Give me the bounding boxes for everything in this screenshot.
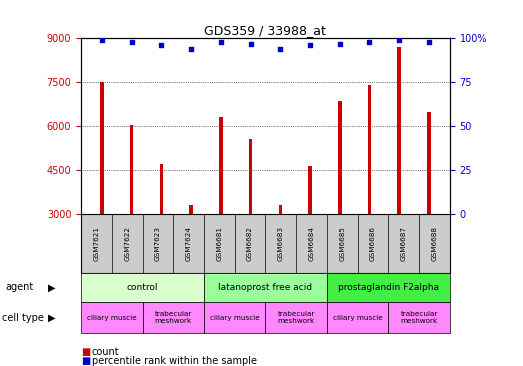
Text: GSM6688: GSM6688 — [431, 226, 437, 261]
Text: GSM6681: GSM6681 — [217, 226, 222, 261]
Text: count: count — [92, 347, 119, 357]
Text: ■: ■ — [81, 347, 90, 357]
Text: prostaglandin F2alpha: prostaglandin F2alpha — [338, 283, 439, 292]
Bar — [130, 125, 133, 214]
Text: GSM6686: GSM6686 — [370, 226, 376, 261]
Title: GDS359 / 33988_at: GDS359 / 33988_at — [204, 24, 326, 37]
Text: GSM6687: GSM6687 — [401, 226, 407, 261]
Text: ciliary muscle: ciliary muscle — [210, 314, 259, 321]
Text: percentile rank within the sample: percentile rank within the sample — [92, 356, 256, 366]
Point — [187, 46, 195, 52]
Point — [425, 39, 433, 45]
Bar — [249, 139, 252, 214]
Point — [128, 39, 136, 45]
Text: ■: ■ — [81, 356, 90, 366]
Point — [276, 46, 285, 52]
Text: ▶: ▶ — [48, 282, 55, 292]
Text: ciliary muscle: ciliary muscle — [87, 314, 137, 321]
Bar — [100, 82, 104, 214]
Point — [336, 41, 344, 46]
Text: latanoprost free acid: latanoprost free acid — [219, 283, 312, 292]
Text: GSM7622: GSM7622 — [124, 226, 130, 261]
Point — [246, 41, 255, 46]
Bar — [308, 166, 312, 214]
Text: trabecular
meshwork: trabecular meshwork — [155, 311, 192, 324]
Point — [98, 37, 106, 43]
Bar — [160, 164, 163, 214]
Text: GSM7623: GSM7623 — [155, 226, 161, 261]
Text: GSM6683: GSM6683 — [278, 226, 284, 261]
Bar — [189, 205, 193, 214]
Text: GSM6682: GSM6682 — [247, 226, 253, 261]
Point — [157, 42, 166, 48]
Text: ▶: ▶ — [48, 313, 55, 322]
Text: GSM6685: GSM6685 — [339, 226, 345, 261]
Bar — [338, 101, 342, 214]
Bar — [427, 112, 431, 214]
Text: GSM7621: GSM7621 — [94, 226, 99, 261]
Text: control: control — [127, 283, 158, 292]
Text: trabecular
meshwork: trabecular meshwork — [278, 311, 315, 324]
Point — [306, 42, 314, 48]
Text: trabecular
meshwork: trabecular meshwork — [401, 311, 438, 324]
Text: cell type: cell type — [2, 313, 43, 322]
Bar — [279, 205, 282, 214]
Point — [395, 37, 403, 43]
Text: agent: agent — [5, 282, 33, 292]
Bar — [219, 117, 223, 214]
Bar — [368, 85, 371, 214]
Text: GSM7624: GSM7624 — [186, 226, 191, 261]
Text: GSM6684: GSM6684 — [309, 226, 314, 261]
Text: ciliary muscle: ciliary muscle — [333, 314, 382, 321]
Bar — [397, 47, 401, 214]
Point — [365, 39, 373, 45]
Point — [217, 39, 225, 45]
